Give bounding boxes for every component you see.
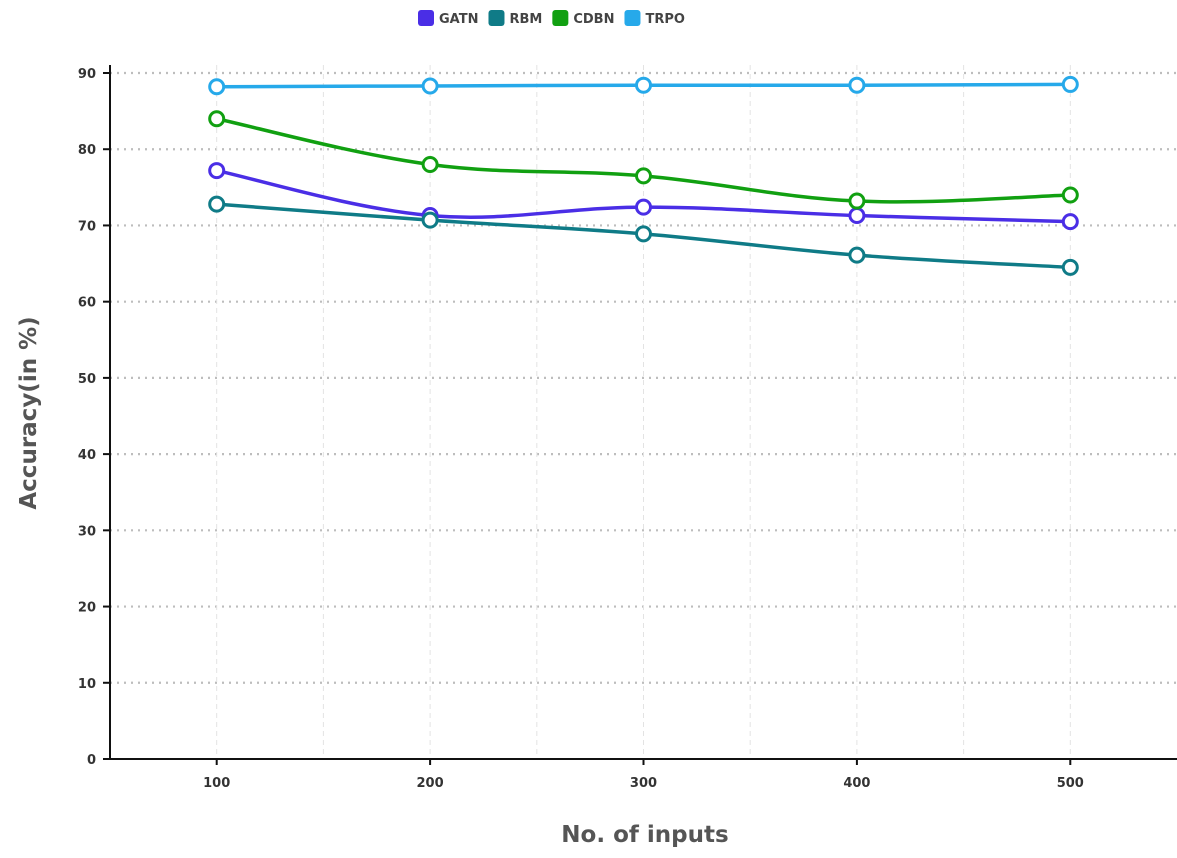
data-point-cdbn: [635, 167, 652, 185]
legend-item-trpo: TRPO: [624, 10, 685, 27]
data-point-rbm: [421, 211, 439, 229]
y-tick-label: 10: [78, 677, 96, 692]
legend-swatch-gatn: [418, 10, 434, 26]
legend-label-rbm: RBM: [509, 12, 542, 27]
x-tick-label: 200: [417, 776, 444, 791]
legend-label-gatn: GATN: [439, 12, 478, 27]
legend-item-cdbn: CDBN: [552, 10, 614, 27]
data-point-cdbn: [208, 110, 226, 128]
data-point-trpo: [1061, 75, 1079, 93]
data-point-trpo: [421, 77, 439, 95]
x-tick-label: 100: [203, 776, 230, 791]
data-point-rbm: [635, 225, 652, 243]
series-trpo: [208, 75, 1079, 96]
data-point-gatn: [635, 198, 652, 216]
data-point-cdbn: [421, 155, 439, 173]
y-tick-label: 70: [78, 219, 96, 234]
axes: 0 10 20 30 40 50 60 70 80 90 100 200 300 400 500: [78, 65, 1177, 791]
y-tick-label: 80: [78, 143, 96, 158]
data-point-rbm: [208, 195, 226, 213]
x-tick-label: 300: [630, 776, 657, 791]
x-tick-label: 500: [1057, 776, 1084, 791]
y-tick-label: 60: [78, 296, 96, 311]
y-tick-label: 20: [78, 601, 96, 616]
series-cdbn: [208, 110, 1079, 210]
x-tick-label: 400: [843, 776, 870, 791]
y-tick-label: 90: [78, 67, 96, 82]
data-point-trpo: [208, 78, 226, 96]
data-point-trpo: [848, 76, 866, 94]
legend-item-rbm: RBM: [488, 10, 542, 27]
legend-swatch-rbm: [488, 10, 505, 26]
legend-label-trpo: TRPO: [645, 12, 684, 27]
legend-swatch-cdbn: [552, 10, 569, 26]
data-point-trpo: [635, 76, 652, 94]
y-tick-label: 50: [78, 372, 96, 387]
data-point-gatn: [848, 207, 866, 225]
data-point-rbm: [848, 246, 866, 264]
series-rbm: [208, 195, 1079, 276]
y-tick-label: 40: [78, 448, 96, 463]
series-lines: [208, 75, 1079, 276]
y-tick-label: 30: [78, 524, 96, 539]
data-point-cdbn: [1061, 186, 1079, 204]
y-tick-label: 0: [87, 753, 96, 768]
data-point-rbm: [1061, 258, 1079, 276]
legend-label-cdbn: CDBN: [573, 12, 614, 27]
data-point-gatn: [208, 162, 226, 180]
series-gatn: [208, 162, 1079, 231]
y-axis-title: Accuracy(in %): [16, 316, 42, 509]
data-point-gatn: [1061, 213, 1079, 231]
legend-swatch-trpo: [624, 10, 641, 26]
x-axis-title: No. of inputs: [561, 822, 728, 848]
legend-item-gatn: GATN: [418, 10, 478, 27]
data-point-cdbn: [848, 192, 866, 210]
legend: GATN RBM CDBN TRPO: [418, 10, 685, 27]
